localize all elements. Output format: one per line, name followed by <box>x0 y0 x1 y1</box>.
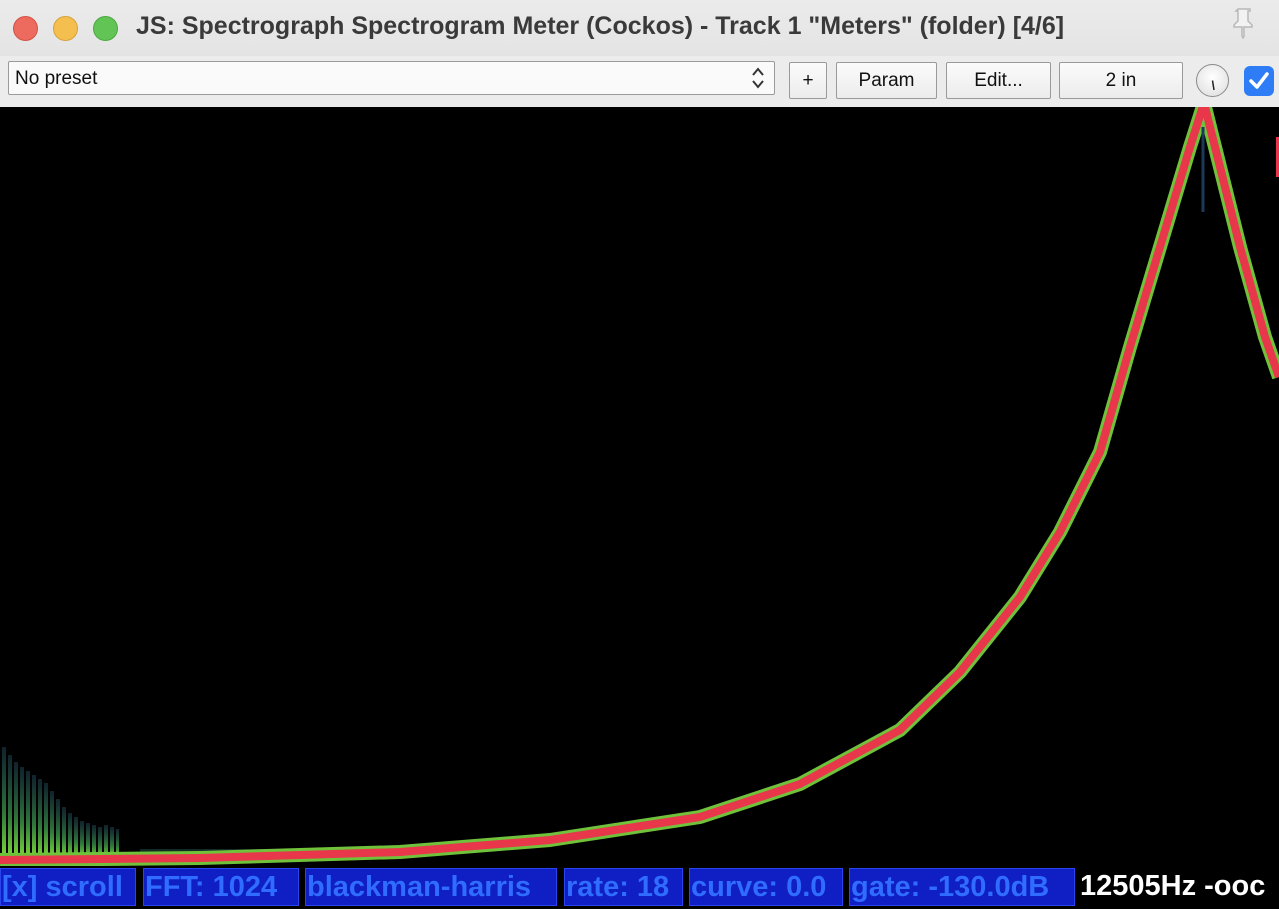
add-preset-button[interactable]: + <box>789 62 827 99</box>
frequency-readout: 12505Hz -ooc <box>1080 870 1266 902</box>
status-bar: [x] scroll FFT: 1024 blackman-harris rat… <box>0 866 1279 909</box>
window-function-setting[interactable]: blackman-harris <box>305 868 557 906</box>
param-button[interactable]: Param <box>836 62 937 99</box>
curve-setting[interactable]: curve: 0.0 <box>689 868 843 906</box>
rate-setting[interactable]: rate: 18 <box>564 868 683 906</box>
zoom-icon[interactable] <box>93 16 118 41</box>
preset-value: No preset <box>15 68 98 89</box>
fft-size-setting[interactable]: FFT: 1024 <box>143 868 299 906</box>
pin-icon[interactable] <box>1228 5 1260 39</box>
preset-dropdown[interactable]: No preset <box>8 61 775 95</box>
gate-setting[interactable]: gate: -130.0dB <box>849 868 1075 906</box>
right-edge-mark <box>1276 137 1279 177</box>
wet-knob-icon[interactable] <box>1196 64 1229 97</box>
bypass-checkbox[interactable] <box>1244 66 1274 96</box>
scroll-toggle[interactable]: [x] scroll <box>0 868 136 906</box>
low-frequency-noise <box>2 747 340 859</box>
spectrum-curve <box>0 107 1279 864</box>
io-routing-button[interactable]: 2 in <box>1059 62 1183 99</box>
window-title: JS: Spectrograph Spectrogram Meter (Cock… <box>136 12 1065 40</box>
close-icon[interactable] <box>13 16 38 41</box>
knob-indicator-icon <box>1211 80 1215 91</box>
minimize-icon[interactable] <box>53 16 78 41</box>
checkmark-icon <box>1249 72 1269 89</box>
chevron-updown-icon <box>752 67 764 89</box>
title-bar[interactable]: JS: Spectrograph Spectrogram Meter (Cock… <box>0 0 1279 56</box>
edit-button[interactable]: Edit... <box>946 62 1051 99</box>
spectrum-display[interactable] <box>0 107 1279 909</box>
spectrum-graph <box>0 107 1279 867</box>
